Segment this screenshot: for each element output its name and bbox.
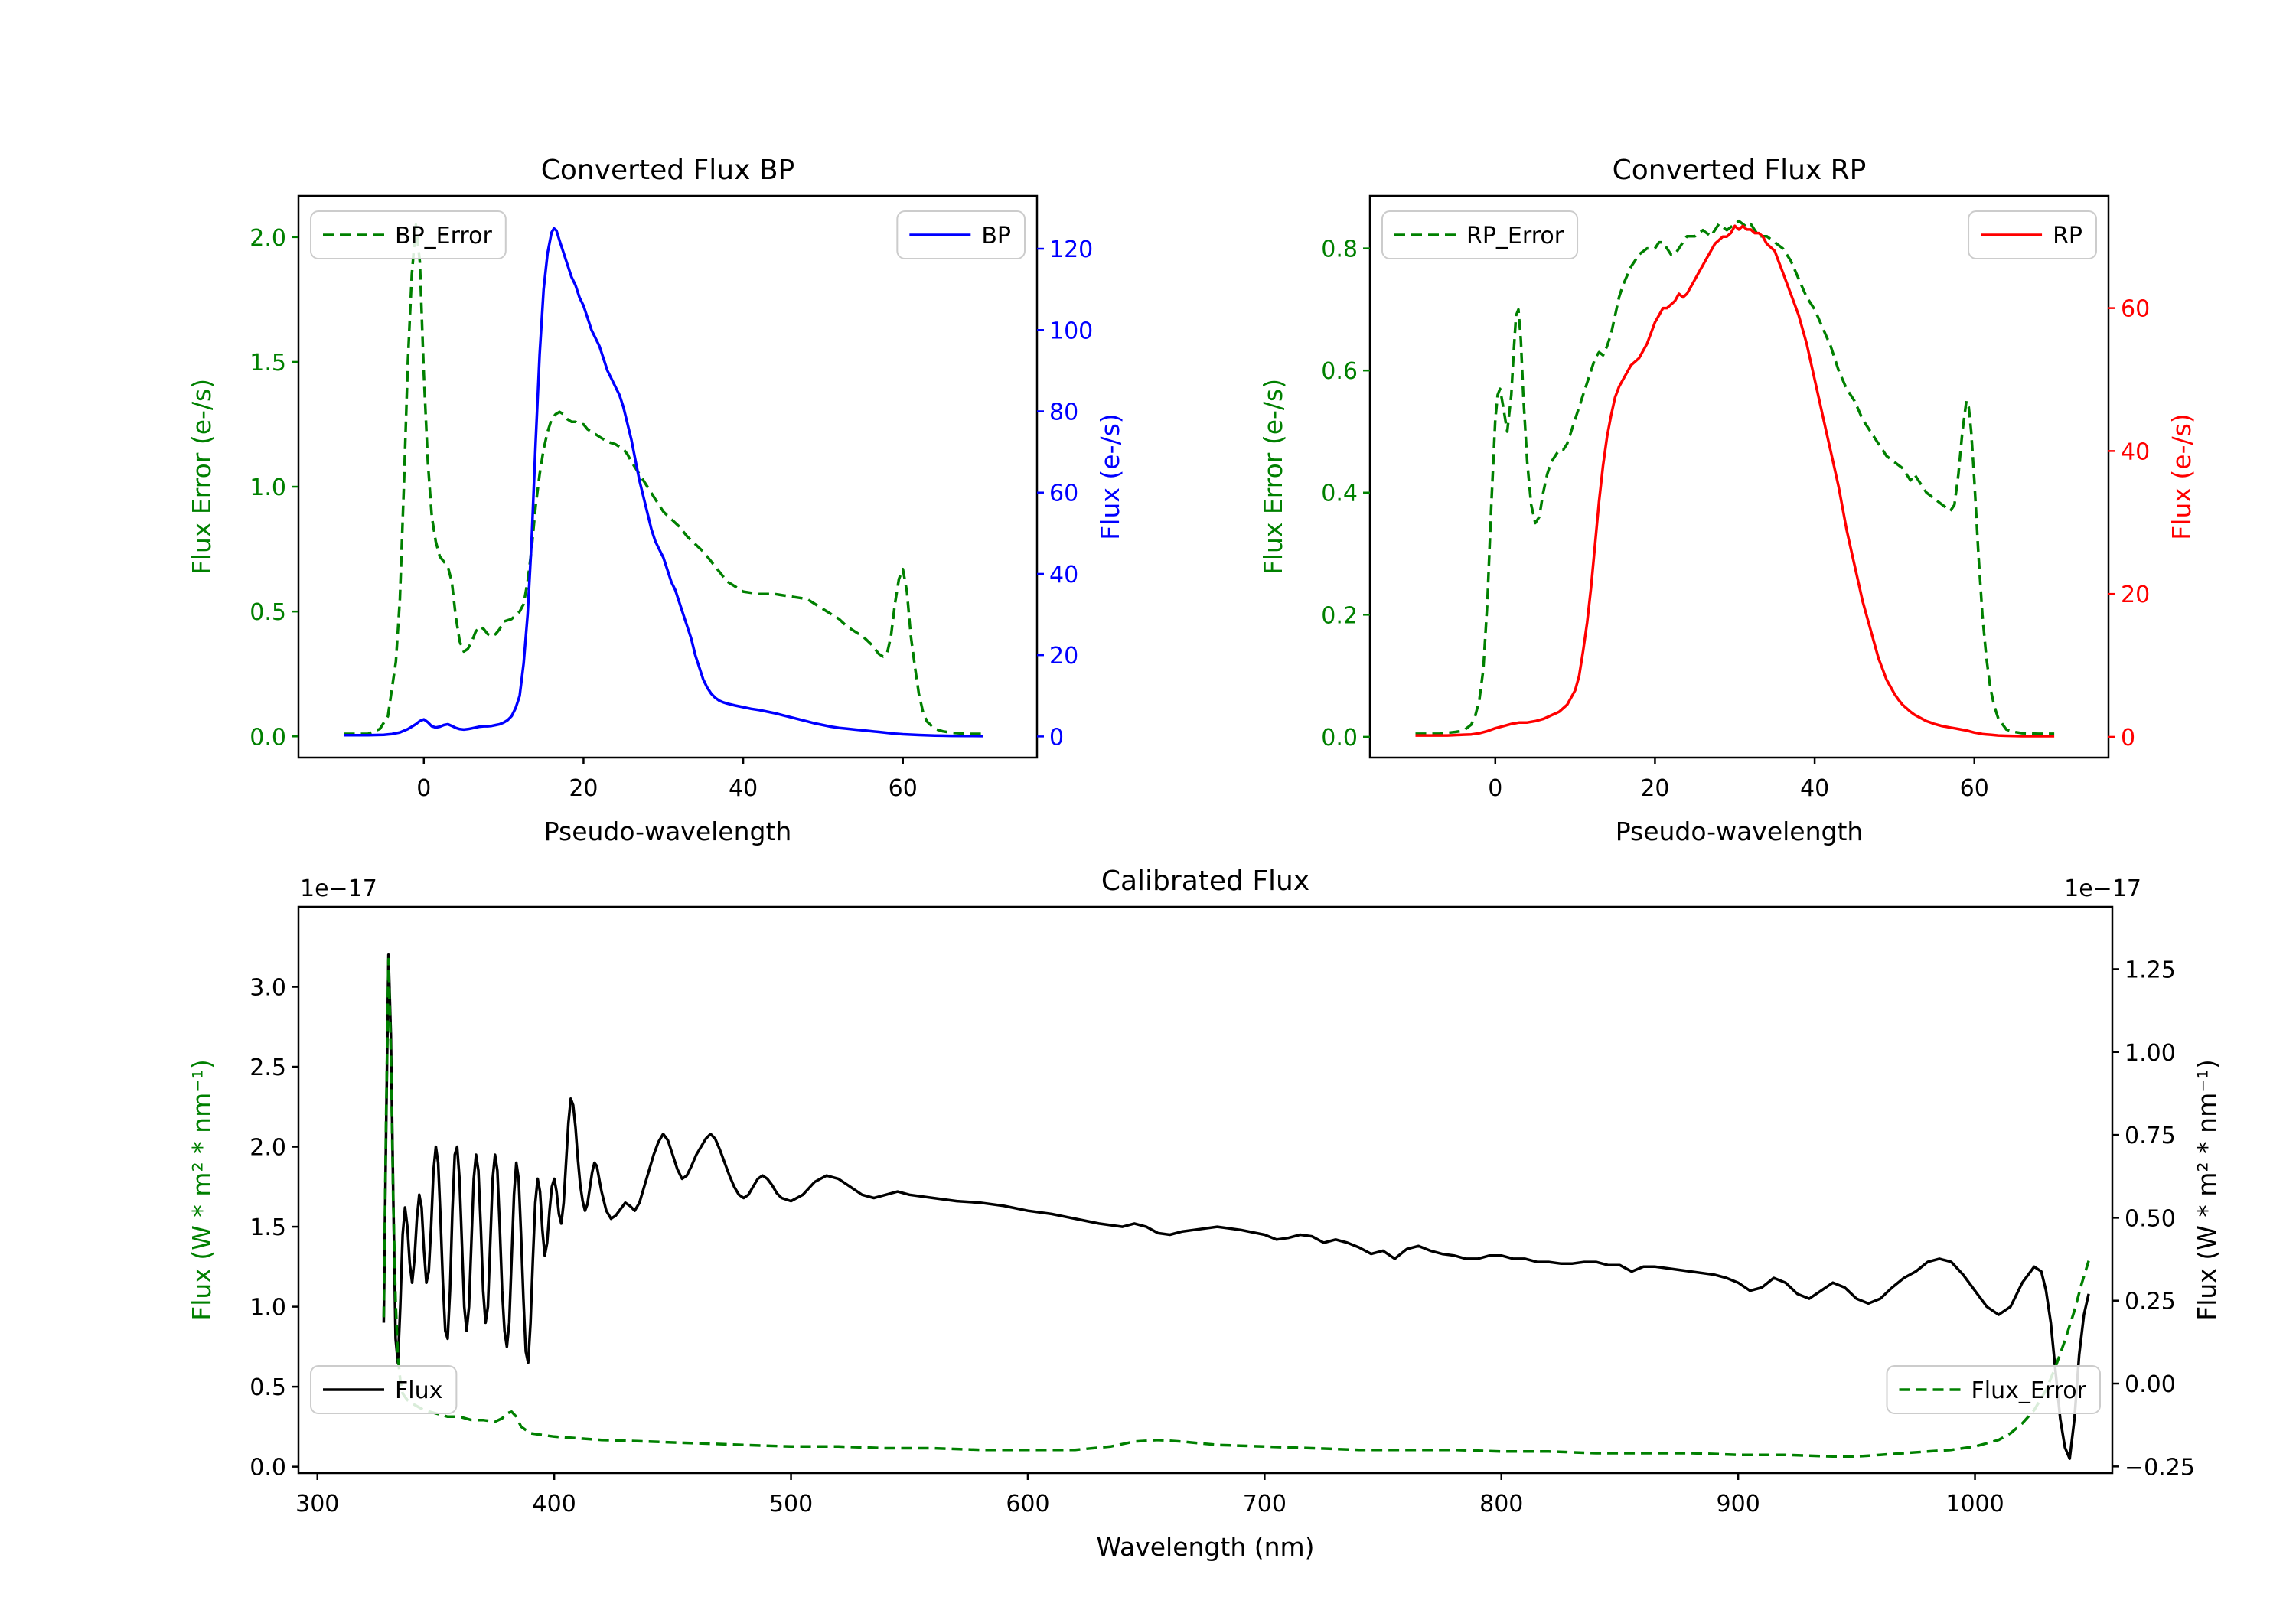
legend-label: RP	[2053, 223, 2082, 249]
x-tick-label: 60	[889, 775, 918, 802]
left-tick-label: 2.0	[249, 225, 286, 252]
x-tick-label: 600	[1006, 1491, 1049, 1517]
right-tick-label: 60	[1049, 481, 1078, 507]
left-tick-label: 1.5	[249, 1214, 286, 1241]
right-tick-label: 60	[2121, 296, 2150, 323]
legend-Flux: Flux	[310, 1365, 458, 1414]
series-line-Flux_Error	[382, 957, 2090, 1459]
x-tick-label: 500	[769, 1491, 813, 1517]
left-tick-label: 1.0	[249, 1295, 286, 1322]
x-axis-label: Pseudo-wavelength	[1616, 817, 1864, 846]
x-tick-label: 0	[1488, 775, 1502, 802]
right-tick-label: 40	[2121, 438, 2150, 465]
x-tick-label: 900	[1717, 1491, 1760, 1517]
left-tick-label: 0.4	[1321, 481, 1358, 507]
right-tick-label: 0	[1049, 724, 1064, 751]
left-tick-label: 0.0	[1321, 725, 1358, 751]
y-axis-label-left: Flux Error (e-/s)	[187, 379, 217, 575]
x-tick-label: 400	[533, 1491, 576, 1517]
right-tick-label: 1.25	[2125, 957, 2176, 983]
legend-frame	[1886, 1365, 2101, 1414]
legend-frame	[310, 210, 507, 259]
series-line-RP_Error	[1415, 219, 2055, 735]
right-tick-label: 120	[1049, 236, 1093, 263]
left-tick-label: 1.0	[249, 474, 286, 501]
right-tick-label: 0.50	[2125, 1205, 2176, 1232]
right-tick-label: 40	[1049, 562, 1078, 588]
left-tick-label: 0.2	[1321, 602, 1358, 629]
right-tick-label: 0.75	[2125, 1123, 2176, 1149]
y-axis-label-right: Flux (e-/s)	[2167, 413, 2197, 539]
series-line-RP	[1415, 224, 2055, 738]
axes-spines	[1368, 194, 2110, 759]
x-tick-label: 300	[295, 1491, 339, 1517]
axes-spines	[297, 194, 1039, 759]
x-tick-label: 700	[1243, 1491, 1287, 1517]
legend-label: RP_Error	[1466, 223, 1564, 249]
chart-title: Converted Flux RP	[1613, 155, 1867, 186]
chart-converted-flux-bp: 0 20 40 60 0.0 0.5 1.0 1.5 2.0 0 20 40 60 80 100 120 Con…	[187, 155, 1125, 846]
left-tick-label: 2.5	[249, 1054, 286, 1081]
y-axis-label-left: Flux Error (e-/s)	[1258, 379, 1288, 575]
right-tick-label: 0	[2121, 725, 2135, 751]
right-tick-label: 20	[1049, 643, 1078, 670]
x-tick-label: 0	[416, 775, 431, 802]
x-tick-label: 40	[729, 775, 758, 802]
left-tick-label: 0.8	[1321, 236, 1358, 263]
right-offset-text: 1e−17	[2064, 875, 2141, 902]
chart-title: Converted Flux BP	[541, 155, 794, 186]
left-tick-label: 0.0	[249, 724, 286, 751]
left-offset-text: 1e−17	[300, 875, 377, 902]
x-axis-label: Wavelength (nm)	[1096, 1532, 1314, 1562]
y-axis-label-left: Flux (W * m² * nm⁻¹)	[187, 1059, 217, 1321]
legend-label: BP_Error	[395, 223, 492, 249]
legend-frame	[1381, 210, 1579, 259]
x-axis-label: Pseudo-wavelength	[544, 817, 792, 846]
x-tick-label: 40	[1800, 775, 1829, 802]
left-tick-label: 2.0	[249, 1135, 286, 1162]
left-tick-label: 1.5	[249, 350, 286, 376]
y-axis-label-right: Flux (W * m² * nm⁻¹)	[2192, 1059, 2222, 1321]
legend-BP_Error: BP_Error	[310, 210, 507, 259]
left-tick-label: 0.0	[249, 1455, 286, 1482]
chart-converted-flux-rp: 0 20 40 60 0.0 0.2 0.4 0.6 0.8 0 20 40 60 Converted F…	[1258, 155, 2197, 846]
left-tick-label: 0.5	[249, 599, 286, 626]
legend-Flux_Error: Flux_Error	[1886, 1365, 2101, 1414]
legend-RP: RP	[1968, 210, 2097, 259]
legend-label: Flux	[395, 1377, 442, 1404]
left-tick-label: 3.0	[249, 975, 286, 1002]
axes-spines	[297, 905, 2114, 1475]
series-line-BP_Error	[344, 223, 983, 735]
left-tick-label: 0.6	[1321, 358, 1358, 385]
right-tick-label: 0.00	[2125, 1371, 2176, 1398]
right-tick-label: 20	[2121, 582, 2150, 608]
right-tick-label: 80	[1049, 399, 1078, 425]
right-tick-label: 100	[1049, 318, 1093, 344]
chart-title: Calibrated Flux	[1101, 865, 1309, 897]
x-tick-label: 1000	[1945, 1491, 2004, 1517]
right-tick-label: 0.25	[2125, 1289, 2176, 1315]
left-tick-label: 0.5	[249, 1374, 286, 1401]
right-tick-label: 1.00	[2125, 1040, 2176, 1067]
legend-BP: BP	[896, 210, 1026, 259]
x-tick-label: 800	[1479, 1491, 1523, 1517]
legend-label: BP	[981, 223, 1011, 249]
legend-RP_Error: RP_Error	[1381, 210, 1579, 259]
series-line-BP	[344, 227, 983, 738]
right-tick-label: −0.25	[2125, 1454, 2195, 1481]
chart-calibrated-flux: 300 400 500 600 700 800 900 1000 0.0 0.5 1.0 1.5 2.0…	[187, 865, 2222, 1562]
legend-label: Flux_Error	[1971, 1377, 2087, 1404]
series-line-Flux	[382, 953, 2090, 1460]
x-tick-label: 20	[569, 775, 598, 802]
x-tick-label: 20	[1640, 775, 1669, 802]
y-axis-label-right: Flux (e-/s)	[1095, 413, 1125, 539]
x-tick-label: 60	[1960, 775, 1989, 802]
